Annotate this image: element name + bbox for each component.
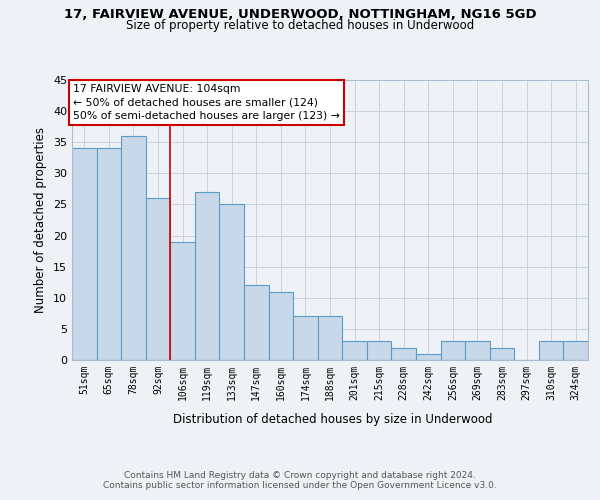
Bar (416, 354, 440, 360)
Bar (244, 286, 269, 360)
Bar (318, 316, 342, 360)
Bar (342, 342, 367, 360)
Y-axis label: Number of detached properties: Number of detached properties (34, 127, 47, 313)
Bar (539, 342, 563, 360)
Bar (121, 136, 146, 360)
Bar (97, 148, 121, 360)
Bar (490, 348, 514, 360)
Bar (367, 342, 391, 360)
Bar (563, 342, 588, 360)
Bar (465, 342, 490, 360)
Bar (293, 316, 318, 360)
Text: 17 FAIRVIEW AVENUE: 104sqm
← 50% of detached houses are smaller (124)
50% of sem: 17 FAIRVIEW AVENUE: 104sqm ← 50% of deta… (73, 84, 340, 120)
Text: 17, FAIRVIEW AVENUE, UNDERWOOD, NOTTINGHAM, NG16 5GD: 17, FAIRVIEW AVENUE, UNDERWOOD, NOTTINGH… (64, 8, 536, 20)
Bar (220, 204, 244, 360)
Bar (170, 242, 195, 360)
Text: Size of property relative to detached houses in Underwood: Size of property relative to detached ho… (126, 18, 474, 32)
Bar (72, 148, 97, 360)
Bar (146, 198, 170, 360)
Bar (440, 342, 465, 360)
Bar (195, 192, 220, 360)
Bar (269, 292, 293, 360)
Text: Contains HM Land Registry data © Crown copyright and database right 2024.: Contains HM Land Registry data © Crown c… (124, 471, 476, 480)
Text: Distribution of detached houses by size in Underwood: Distribution of detached houses by size … (173, 412, 493, 426)
Text: Contains public sector information licensed under the Open Government Licence v3: Contains public sector information licen… (103, 481, 497, 490)
Bar (391, 348, 416, 360)
